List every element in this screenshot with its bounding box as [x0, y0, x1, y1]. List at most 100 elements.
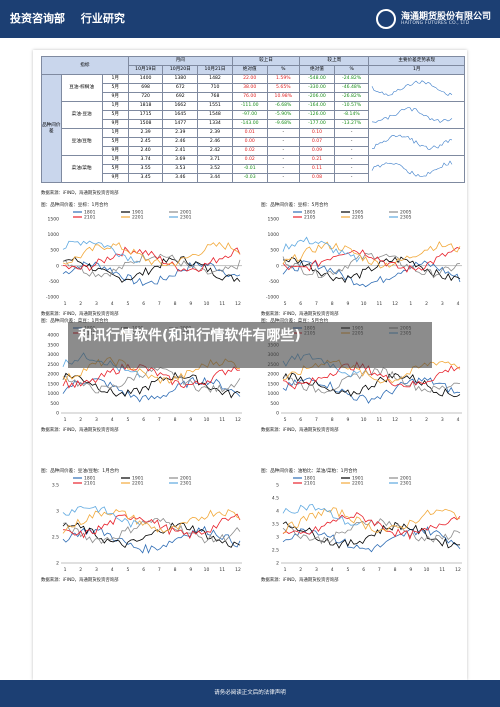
row-month: 1月 [101, 74, 129, 84]
cell-value: -143.00 [231, 119, 268, 129]
chart-title: 图：品种间价差：豆棕：5月合约 [261, 203, 329, 208]
series-line [282, 240, 461, 269]
x-tick-label: 9 [346, 417, 349, 423]
x-tick-label: 8 [174, 417, 177, 423]
company-logo: 海通期货股份有限公司 HAITONG FUTURES CO., LTD [376, 9, 491, 31]
y-tick-label: 3500 [48, 342, 60, 348]
cell-value: 2.39 [127, 128, 164, 138]
group-name: 豆油-棕榈油 [60, 74, 103, 102]
cell-value: 1662 [162, 101, 199, 111]
nav-item-investment-consulting[interactable]: 投资咨询部 [10, 12, 65, 25]
legend-label: 2101 [84, 215, 96, 221]
x-tick-label: 1 [409, 417, 412, 423]
series-line [282, 507, 461, 534]
y-tick-label: 0 [276, 263, 279, 269]
legend-label: 2301 [400, 481, 412, 487]
x-tick-label: 11 [439, 567, 445, 573]
cell-value: 3.71 [197, 155, 233, 165]
series-line [62, 253, 241, 278]
x-tick-label: 7 [158, 301, 161, 307]
row-month: 5月 [101, 137, 129, 147]
cell-value: 768 [197, 92, 233, 102]
cell-value: 2.40 [127, 146, 164, 156]
cell-value: -330.00 [299, 83, 335, 93]
legend-label: 2301 [180, 481, 192, 487]
header-month: 月间 [127, 56, 233, 66]
y-tick-label: 4000 [48, 333, 60, 339]
y-tick-label: 2.5 [52, 535, 59, 541]
x-tick-label: 2 [79, 417, 82, 423]
y-tick-label: 1500 [268, 381, 280, 387]
legend-label: 1901 [132, 210, 144, 216]
series-line [62, 505, 140, 528]
x-tick-label: 10 [424, 567, 430, 573]
y-tick-label: -1000 [266, 295, 279, 301]
cell-value: - [266, 164, 301, 174]
cell-value: 2.46 [197, 137, 233, 147]
x-tick-label: 7 [378, 567, 381, 573]
legend-label: 2101 [84, 481, 96, 487]
x-tick-label: 9 [346, 301, 349, 307]
trend-sparkline-cell [368, 74, 465, 102]
series-line [62, 525, 241, 554]
x-tick-label: 4 [111, 301, 114, 307]
y-tick-label: 1000 [268, 232, 280, 238]
x-tick-label: 3 [315, 567, 318, 573]
x-tick-label: 8 [174, 301, 177, 307]
cell-value: -0.03 [231, 173, 268, 183]
y-tick-label: 3000 [48, 352, 60, 358]
x-tick-label: 6 [362, 567, 365, 573]
legend-label: 2201 [352, 481, 364, 487]
cell-value: 1508 [127, 119, 164, 129]
cell-value: 0.11 [299, 164, 335, 174]
cell-value: -548.00 [299, 74, 335, 84]
x-tick-label: 5 [346, 567, 349, 573]
cell-value: -5.90% [266, 110, 301, 120]
cell-value: 1715 [127, 110, 164, 120]
x-tick-label: 9 [409, 567, 412, 573]
row-month: 9月 [101, 173, 129, 183]
chart-source-note: 数据来源：iFIND，海通期货投资咨询部 [41, 578, 119, 583]
legend-label: 1801 [304, 476, 316, 482]
chart-title: 图：品种间价差：菜豆：5月合约 [261, 318, 328, 324]
x-tick-label: 4 [111, 417, 114, 423]
x-tick-label: 2 [299, 567, 302, 573]
legend-label: 1905 [352, 210, 364, 216]
series-line [62, 367, 241, 394]
x-tick-label: 10 [204, 417, 210, 423]
legend-label: 2201 [132, 215, 144, 221]
legend-label: 2105 [304, 215, 316, 221]
series-line [282, 247, 461, 273]
logo-mark-icon [376, 9, 396, 29]
cell-value: 2.39 [162, 128, 199, 138]
x-tick-label: 1 [284, 567, 287, 573]
cell-value: - [333, 164, 370, 174]
nav-item-industry-research[interactable]: 行业研究 [80, 12, 125, 25]
cell-value: - [333, 146, 370, 156]
x-tick-label: 8 [331, 301, 334, 307]
x-tick-label: 10 [361, 301, 367, 307]
y-tick-label: -1000 [46, 295, 59, 301]
cell-value: 38.00 [231, 83, 268, 93]
y-tick-label: 500 [50, 401, 59, 407]
chart-source-note: 数据来源：iFIND，海通期货投资咨询部 [41, 428, 119, 433]
series-line [282, 521, 461, 549]
row-month: 9月 [101, 119, 129, 129]
cell-value: - [333, 137, 370, 147]
series-line [62, 509, 241, 534]
x-tick-label: 1 [64, 417, 67, 423]
y-tick-label: 4.5 [272, 496, 279, 502]
y-tick-label: 3 [276, 535, 279, 541]
x-tick-label: 6 [142, 417, 145, 423]
y-tick-label: 1000 [48, 391, 60, 397]
x-tick-label: 8 [394, 567, 397, 573]
cell-value: 0.10 [299, 128, 335, 138]
cell-value: - [333, 128, 370, 138]
overlay-title: 和讯行情软件(和讯行情软件有哪些) [78, 328, 301, 344]
header-date-1: 10月19日 [127, 65, 164, 75]
x-tick-label: 8 [331, 417, 334, 423]
row-month: 1月 [101, 155, 129, 165]
x-tick-label: 4 [457, 417, 460, 423]
series-line [62, 241, 241, 267]
x-tick-label: 1 [64, 301, 67, 307]
